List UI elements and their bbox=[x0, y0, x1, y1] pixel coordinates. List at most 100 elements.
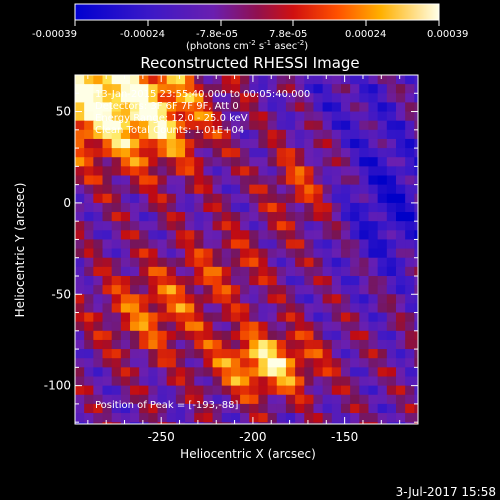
heatmap-cell bbox=[395, 84, 406, 94]
heatmap-cell bbox=[249, 413, 260, 423]
heatmap-cell bbox=[340, 413, 351, 423]
heatmap-cell bbox=[414, 339, 418, 350]
heatmap-cell bbox=[322, 212, 333, 222]
heatmap-cell bbox=[240, 93, 250, 104]
heatmap-cell bbox=[276, 120, 287, 131]
heatmap-cell bbox=[249, 102, 260, 113]
heatmap-cell bbox=[249, 394, 260, 405]
heatmap-cell bbox=[148, 148, 159, 158]
heatmap-cell bbox=[130, 413, 140, 423]
heatmap-cell bbox=[111, 157, 122, 167]
heatmap-cell bbox=[120, 193, 131, 204]
heatmap-cell bbox=[285, 394, 296, 405]
heatmap-cell bbox=[84, 303, 94, 314]
heatmap-cell bbox=[322, 266, 333, 277]
heatmap-cell bbox=[304, 239, 315, 250]
heatmap-cell bbox=[185, 221, 195, 231]
heatmap-cell bbox=[93, 212, 104, 222]
heatmap-cell bbox=[111, 330, 122, 341]
heatmap-cell bbox=[194, 413, 204, 423]
heatmap-cell bbox=[368, 221, 379, 231]
heatmap-cell bbox=[267, 193, 278, 204]
heatmap-cell bbox=[295, 339, 305, 350]
heatmap-cell bbox=[295, 175, 305, 186]
heatmap-cell bbox=[230, 166, 241, 177]
x-tick-label: -200 bbox=[239, 430, 266, 444]
heatmap-cell bbox=[350, 285, 360, 295]
heatmap-cell bbox=[148, 166, 159, 177]
heatmap-cell bbox=[221, 303, 232, 314]
heatmap-cell bbox=[313, 367, 324, 378]
heatmap-cell bbox=[84, 422, 94, 424]
heatmap-cell bbox=[166, 175, 177, 186]
heatmap-cell bbox=[203, 394, 214, 405]
heatmap-cell bbox=[203, 403, 214, 414]
heatmap-cell bbox=[157, 248, 168, 259]
heatmap-cell bbox=[84, 312, 94, 323]
heatmap-cell bbox=[276, 166, 287, 177]
heatmap-cell bbox=[120, 285, 131, 295]
heatmap-cell bbox=[130, 93, 140, 104]
heatmap-cell bbox=[212, 111, 223, 122]
heatmap-cell bbox=[405, 339, 415, 350]
heatmap-cell bbox=[203, 157, 214, 167]
heatmap-cell bbox=[120, 148, 131, 158]
heatmap-cell bbox=[84, 212, 94, 222]
heatmap-cell bbox=[258, 193, 269, 204]
heatmap-cell bbox=[111, 403, 122, 414]
heatmap-cell bbox=[93, 175, 104, 186]
heatmap-cell bbox=[258, 129, 269, 140]
heatmap-cell bbox=[350, 403, 360, 414]
heatmap-cell bbox=[84, 358, 94, 368]
heatmap-cell bbox=[212, 376, 223, 387]
heatmap-cell bbox=[139, 285, 149, 295]
heatmap-cell bbox=[111, 339, 122, 350]
heatmap-cell bbox=[175, 129, 186, 140]
heatmap-cell bbox=[258, 266, 269, 277]
heatmap-cell bbox=[304, 285, 315, 295]
heatmap-cell bbox=[93, 148, 104, 158]
heatmap-cell bbox=[102, 358, 113, 368]
heatmap-cell bbox=[102, 157, 113, 167]
heatmap-cell bbox=[304, 148, 315, 158]
heatmap-cell bbox=[322, 321, 333, 332]
heatmap-cell bbox=[175, 175, 186, 186]
heatmap-cell bbox=[120, 422, 131, 424]
heatmap-cell bbox=[175, 138, 186, 149]
heatmap-cell bbox=[157, 129, 168, 140]
heatmap-cell bbox=[285, 303, 296, 314]
heatmap-cell bbox=[295, 321, 305, 332]
heatmap-cell bbox=[194, 138, 204, 149]
heatmap-cell bbox=[258, 120, 269, 131]
heatmap-cell bbox=[203, 120, 214, 131]
heatmap-cell bbox=[295, 120, 305, 131]
heatmap-cell bbox=[258, 166, 269, 177]
heatmap-cell bbox=[267, 175, 278, 186]
heatmap-cell bbox=[304, 111, 315, 122]
heatmap-cell bbox=[276, 84, 287, 94]
colorbar-tick-label: 0.00039 bbox=[427, 29, 468, 40]
heatmap-cell bbox=[130, 221, 140, 231]
heatmap-cell bbox=[240, 321, 250, 332]
heatmap-cell bbox=[267, 330, 278, 341]
heatmap-cell bbox=[414, 202, 418, 213]
heatmap-cell bbox=[386, 385, 397, 396]
heatmap-cell bbox=[111, 111, 122, 122]
heatmap-cell bbox=[102, 257, 113, 268]
heatmap-cell bbox=[386, 193, 397, 204]
heatmap-cell bbox=[111, 248, 122, 259]
heatmap-cell bbox=[120, 166, 131, 177]
heatmap-cell bbox=[276, 413, 287, 423]
heatmap-cell bbox=[93, 266, 104, 277]
heatmap-cell bbox=[395, 93, 406, 104]
heatmap-cell bbox=[212, 294, 223, 305]
heatmap-cell bbox=[148, 285, 159, 295]
heatmap-cell bbox=[359, 148, 370, 158]
heatmap-cell bbox=[295, 166, 305, 177]
heatmap-cell bbox=[84, 403, 94, 414]
heatmap-cell bbox=[322, 166, 333, 177]
heatmap-cell bbox=[230, 303, 241, 314]
heatmap-cell bbox=[240, 294, 250, 305]
heatmap-cell bbox=[230, 403, 241, 414]
heatmap-cell bbox=[285, 193, 296, 204]
